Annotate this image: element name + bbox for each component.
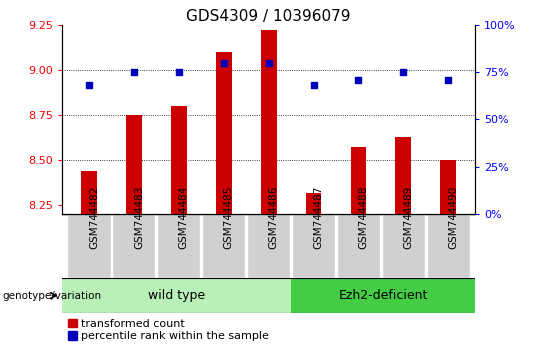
Bar bbox=[306, 193, 321, 214]
Point bbox=[399, 69, 408, 75]
Point bbox=[219, 60, 228, 65]
Bar bbox=[216, 52, 232, 214]
Bar bbox=[261, 30, 276, 214]
Text: GSM744490: GSM744490 bbox=[448, 186, 458, 249]
Point bbox=[130, 69, 138, 75]
Text: GSM744488: GSM744488 bbox=[359, 185, 368, 249]
FancyBboxPatch shape bbox=[337, 214, 380, 278]
FancyBboxPatch shape bbox=[157, 214, 200, 278]
FancyBboxPatch shape bbox=[112, 214, 156, 278]
FancyBboxPatch shape bbox=[202, 214, 245, 278]
FancyBboxPatch shape bbox=[427, 214, 470, 278]
Point bbox=[354, 77, 363, 82]
Text: Ezh2-deficient: Ezh2-deficient bbox=[339, 289, 428, 302]
FancyBboxPatch shape bbox=[292, 214, 335, 278]
Point bbox=[85, 82, 93, 88]
Text: GSM744489: GSM744489 bbox=[403, 185, 413, 249]
Bar bbox=[126, 115, 142, 214]
Title: GDS4309 / 10396079: GDS4309 / 10396079 bbox=[186, 8, 351, 24]
Bar bbox=[395, 137, 411, 214]
Point bbox=[174, 69, 183, 75]
Bar bbox=[62, 278, 291, 313]
Point bbox=[444, 77, 453, 82]
Bar bbox=[441, 160, 456, 214]
Bar bbox=[171, 106, 187, 214]
Legend: transformed count, percentile rank within the sample: transformed count, percentile rank withi… bbox=[68, 319, 269, 341]
Text: GSM744487: GSM744487 bbox=[314, 185, 323, 249]
FancyBboxPatch shape bbox=[247, 214, 290, 278]
Text: genotype/variation: genotype/variation bbox=[3, 291, 102, 301]
Text: GSM744483: GSM744483 bbox=[134, 185, 144, 249]
Text: GSM744486: GSM744486 bbox=[269, 185, 279, 249]
Text: wild type: wild type bbox=[148, 289, 205, 302]
Text: GSM744484: GSM744484 bbox=[179, 185, 189, 249]
Text: GSM744482: GSM744482 bbox=[89, 185, 99, 249]
Bar bbox=[291, 278, 475, 313]
Point bbox=[309, 82, 318, 88]
Point bbox=[265, 60, 273, 65]
FancyBboxPatch shape bbox=[382, 214, 425, 278]
Bar bbox=[81, 171, 97, 214]
FancyBboxPatch shape bbox=[68, 214, 111, 278]
Text: GSM744485: GSM744485 bbox=[224, 185, 234, 249]
Bar bbox=[350, 147, 366, 214]
